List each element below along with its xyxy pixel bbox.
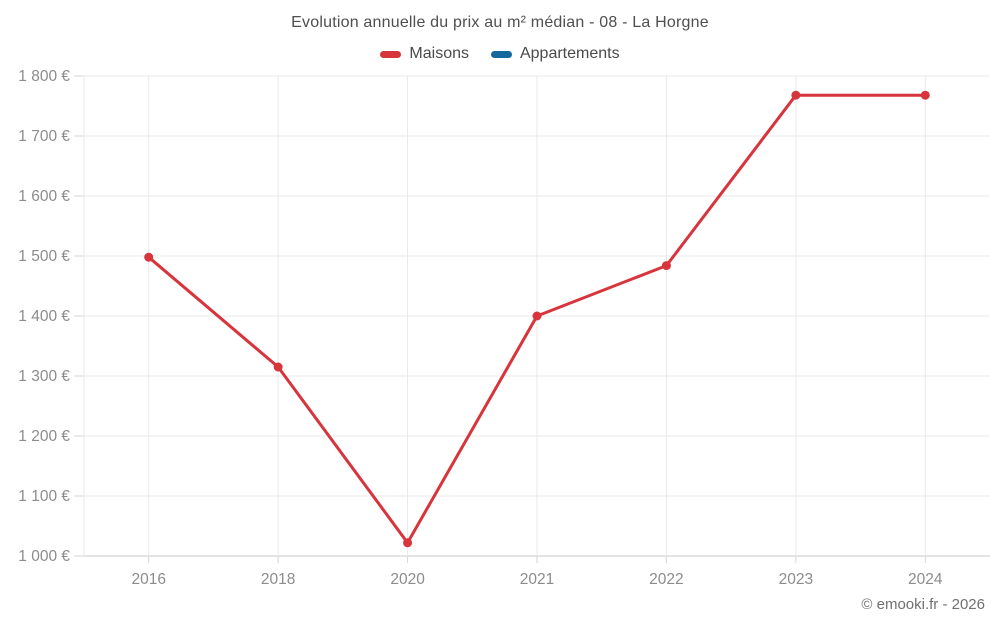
data-point [532, 311, 542, 321]
y-axis-label: 1 700 € [18, 128, 70, 145]
chart-legend: Maisons Appartements [0, 45, 1000, 63]
data-point [920, 90, 930, 100]
y-axis-label: 1 100 € [18, 488, 70, 505]
y-axis-label: 1 600 € [18, 188, 70, 205]
legend-label-maisons: Maisons [409, 45, 469, 62]
x-axis-label: 2018 [261, 571, 295, 588]
x-axis-label: 2024 [908, 571, 943, 588]
legend-item-appartements[interactable]: Appartements [490, 45, 620, 63]
data-point [403, 538, 413, 548]
appartements-color-swatch-icon [490, 50, 512, 58]
data-point [661, 261, 671, 271]
copyright-credit: © emooki.fr - 2026 [861, 596, 985, 613]
legend-item-maisons[interactable]: Maisons [380, 45, 469, 63]
y-axis-label: 1 200 € [18, 428, 70, 445]
maisons-color-swatch-icon [380, 50, 402, 58]
x-axis-label: 2020 [390, 571, 425, 588]
y-axis-label: 1 000 € [18, 548, 70, 565]
y-axis-label: 1 500 € [18, 248, 70, 265]
legend-label-appartements: Appartements [519, 45, 620, 62]
x-axis-label: 2023 [779, 571, 813, 588]
x-axis-label: 2021 [520, 571, 554, 588]
data-point [273, 362, 283, 372]
y-axis-label: 1 300 € [18, 368, 70, 385]
y-axis-label: 1 400 € [18, 308, 70, 325]
data-point [791, 90, 801, 100]
chart-title: Evolution annuelle du prix au m² médian … [291, 14, 709, 31]
x-axis-label: 2022 [649, 571, 683, 588]
x-axis-label: 2016 [131, 571, 165, 588]
y-axis-label: 1 800 € [18, 68, 70, 85]
data-point [144, 252, 154, 262]
